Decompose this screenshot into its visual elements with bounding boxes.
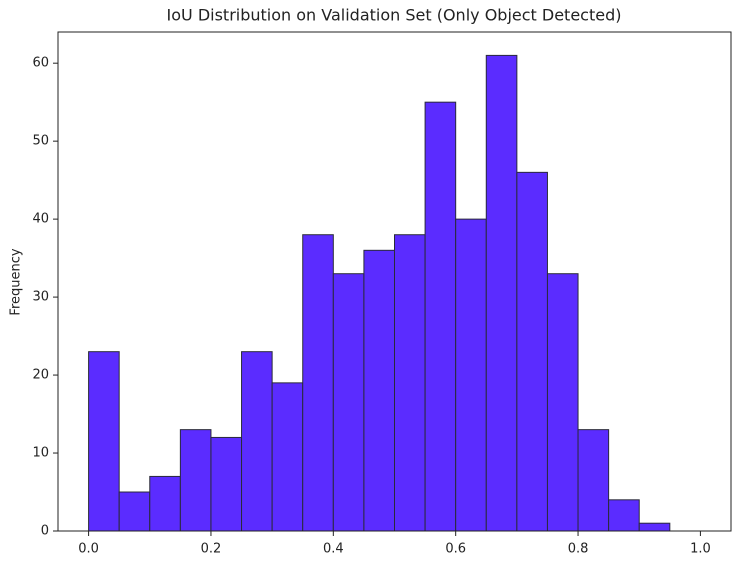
x-tick-label: 0.2: [201, 542, 222, 557]
bar: [179, 429, 212, 532]
bar: [241, 351, 273, 532]
y-tick-label: 0: [41, 524, 49, 539]
bar: [577, 429, 610, 532]
y-tick-label: 20: [32, 368, 49, 383]
y-axis-label: Frequency: [9, 248, 24, 315]
x-tick-label: 0.0: [78, 542, 99, 557]
bar: [608, 499, 640, 532]
y-tick-label: 50: [32, 134, 49, 149]
bar: [210, 436, 243, 532]
bar: [394, 234, 426, 532]
bar: [546, 273, 579, 532]
bar: [516, 171, 548, 532]
chart-title: IoU Distribution on Validation Set (Only…: [167, 6, 622, 25]
y-tick-label: 60: [32, 56, 49, 71]
y-tick-label: 30: [32, 290, 49, 305]
bar: [485, 54, 518, 532]
x-tick-label: 0.4: [323, 542, 344, 557]
x-tick-label: 0.8: [568, 542, 589, 557]
bar: [424, 101, 457, 532]
bar: [302, 234, 334, 532]
y-tick-label: 40: [32, 212, 49, 227]
bar: [363, 249, 395, 532]
bar: [455, 218, 487, 532]
x-tick-label: 1.0: [690, 542, 711, 557]
plot-frame: [57, 31, 732, 532]
x-tick-label: 0.6: [445, 542, 466, 557]
bar: [332, 273, 365, 532]
bar: [638, 522, 671, 532]
bar: [88, 351, 120, 532]
bar: [271, 382, 304, 532]
bar: [118, 491, 151, 532]
y-tick-label: 10: [32, 446, 49, 461]
bar: [149, 475, 181, 532]
